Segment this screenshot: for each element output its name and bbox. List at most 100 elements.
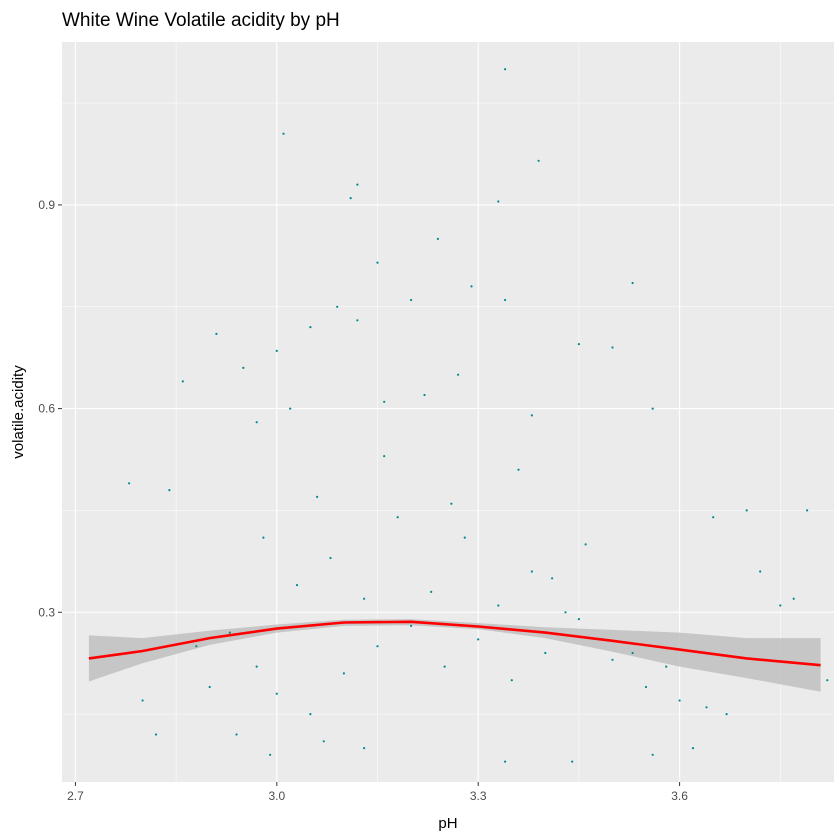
data-point: [262, 536, 265, 539]
data-point: [255, 665, 258, 668]
data-point: [168, 489, 171, 492]
data-point: [309, 326, 312, 329]
data-point: [705, 706, 708, 709]
data-point: [611, 346, 614, 349]
data-point: [342, 672, 345, 675]
data-point: [242, 366, 245, 369]
data-point: [806, 509, 809, 512]
x-tick-label: 2.7: [67, 789, 84, 803]
data-point: [712, 516, 715, 519]
data-point: [457, 373, 460, 376]
confidence-band-layer: [88, 619, 821, 692]
data-point: [530, 414, 534, 417]
y-tick-label: 0.3: [38, 605, 55, 619]
data-point: [551, 577, 554, 580]
data-point: [745, 509, 748, 512]
data-point: [436, 237, 439, 240]
data-point: [571, 760, 574, 763]
y-axis-title: volatile.acidity: [10, 365, 27, 459]
data-point: [410, 298, 413, 302]
data-point: [329, 556, 332, 560]
data-point: [383, 455, 386, 458]
x-tick-label: 3.6: [671, 789, 688, 803]
smooth-line: [88, 620, 821, 667]
data-point: [678, 699, 681, 702]
data-point: [584, 543, 587, 546]
data-point: [255, 421, 258, 424]
y-tick-label: 0.6: [38, 402, 55, 416]
data-point: [665, 665, 668, 668]
data-point: [450, 502, 453, 505]
data-point: [443, 665, 446, 668]
data-point: [316, 495, 319, 498]
chart-title: White Wine Volatile acidity by pH: [62, 10, 340, 31]
data-point: [410, 624, 413, 628]
data-point: [349, 197, 352, 200]
x-axis-ticks: 2.7 3.0 3.3 3.6: [67, 782, 688, 803]
data-point: [363, 747, 366, 750]
data-point: [289, 407, 292, 410]
smooth-line-layer: [88, 620, 821, 667]
data-point: [295, 584, 299, 587]
data-point: [356, 319, 359, 322]
data-point: [537, 159, 540, 162]
data-point: [336, 305, 339, 308]
data-point: [497, 200, 500, 203]
data-point: [322, 740, 325, 743]
data-point: [275, 692, 278, 695]
x-tick-label: 3.0: [268, 789, 285, 803]
data-point: [826, 679, 829, 682]
data-point: [383, 400, 386, 403]
data-point: [128, 482, 131, 485]
data-point: [195, 645, 198, 648]
data-point: [792, 597, 795, 600]
data-point: [577, 618, 581, 621]
data-point: [423, 393, 426, 397]
data-point: [376, 261, 379, 264]
data-point: [651, 407, 654, 410]
data-point: [504, 760, 507, 763]
data-point: [463, 536, 466, 539]
data-point: [759, 570, 762, 573]
data-point: [275, 349, 278, 352]
data-point: [269, 753, 272, 756]
y-axis-ticks: 0.3 0.6 0.9: [38, 198, 62, 619]
data-point: [631, 281, 634, 285]
data-point: [470, 285, 473, 288]
data-point: [504, 68, 507, 71]
data-point: [215, 332, 218, 335]
minor-gridlines: [62, 42, 834, 782]
data-point: [725, 713, 728, 716]
data-point: [611, 658, 614, 661]
data-point: [530, 570, 534, 573]
data-point: [577, 343, 581, 346]
data-point: [430, 590, 433, 594]
data-point: [644, 685, 648, 689]
data-point: [477, 638, 480, 641]
data-point: [691, 747, 695, 750]
data-point: [564, 611, 567, 614]
confidence-band: [88, 619, 821, 692]
data-point: [235, 733, 238, 736]
data-point: [376, 645, 379, 648]
data-point: [504, 298, 507, 302]
data-point: [396, 516, 399, 519]
data-point: [497, 604, 500, 607]
data-point: [282, 132, 285, 135]
data-point: [309, 713, 312, 716]
data-point: [517, 468, 520, 471]
data-point: [208, 685, 211, 689]
data-point: [356, 183, 359, 186]
data-point: [510, 679, 513, 682]
data-point: [363, 597, 366, 600]
data-point: [181, 380, 184, 383]
data-point: [544, 651, 547, 655]
data-point: [141, 699, 144, 702]
data-point: [228, 631, 231, 634]
data-point: [779, 604, 782, 607]
data-point: [154, 733, 158, 736]
x-tick-label: 3.3: [470, 789, 487, 803]
x-axis-title: pH: [438, 815, 457, 832]
y-tick-label: 0.9: [38, 198, 55, 212]
